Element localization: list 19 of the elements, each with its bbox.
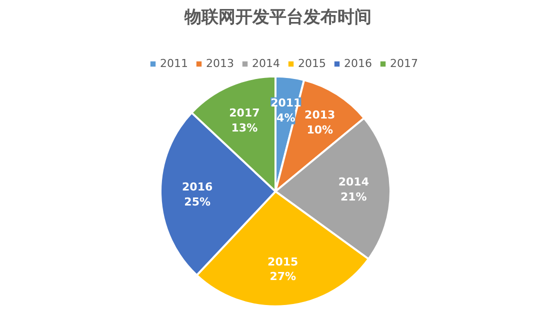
legend-label: 2011 xyxy=(160,57,188,70)
legend-label: 2014 xyxy=(252,57,280,70)
slice-label: 2017 xyxy=(229,106,260,120)
data-label: 25% xyxy=(184,195,211,208)
legend-label: 2015 xyxy=(298,57,326,70)
legend-label: 2013 xyxy=(206,57,234,70)
chart-title: 物联网开发平台发布时间 xyxy=(184,8,372,28)
legend-label: 2016 xyxy=(344,57,372,70)
data-label: 21% xyxy=(340,190,367,204)
slice-label: 2015 xyxy=(268,255,298,268)
slice-label: 2016 xyxy=(182,180,213,194)
slice-label: 2011 xyxy=(270,96,302,110)
legend-label: 2017 xyxy=(390,57,418,70)
data-label: 27% xyxy=(270,270,296,284)
data-label: 13% xyxy=(231,122,258,135)
slice-label: 2014 xyxy=(338,176,370,189)
data-label: 4% xyxy=(276,111,296,124)
slice-label: 2013 xyxy=(304,108,336,122)
data-label: 10% xyxy=(306,123,334,136)
